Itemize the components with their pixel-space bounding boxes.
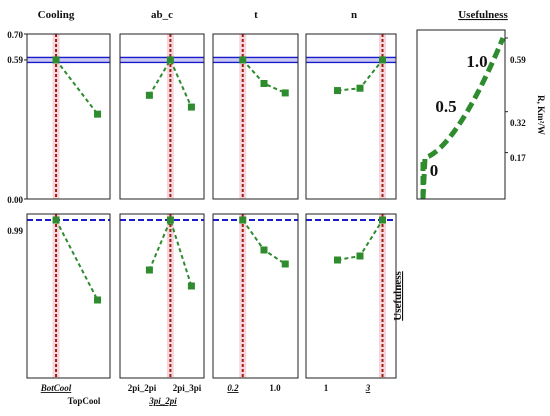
row1-n-marker-2	[356, 84, 364, 92]
row2-t-frame	[212, 213, 299, 379]
factor-title-ab-c: ab_c	[151, 9, 173, 21]
row1-n-optimum-band	[306, 56, 396, 63]
row1-t-frame	[212, 33, 299, 200]
row1-cooling-optimum-band	[27, 56, 110, 63]
usefulness-curve-label-0-5: 0.5	[435, 97, 456, 116]
usefulness-tick-0-32: 0.32	[510, 118, 526, 128]
row1-n-marker-3	[379, 56, 386, 64]
row1-ab-c-optimum-band	[120, 56, 204, 63]
row2-ab-c-marker-2pi-2pi	[145, 266, 153, 274]
factor-panels	[24, 29, 508, 379]
row1-cooling-effect-line	[55, 59, 99, 115]
row1-n-frame	[305, 33, 397, 200]
row2-n-frame	[305, 213, 397, 379]
level-label-botcool: BotCool	[40, 383, 72, 393]
level-label-3pi-2pi: 3pi_2pi	[148, 396, 177, 406]
row2-t-marker-1-0	[281, 260, 289, 268]
level-label-2pi-3pi: 2pi_3pi	[173, 383, 202, 393]
row1-t-optimum-band	[213, 56, 298, 63]
row1-t-marker-1-0	[281, 89, 289, 97]
row2-ab-c-effect-line	[148, 217, 193, 287]
y-tick-row1-top: 0.70	[7, 30, 23, 40]
row2-t-marker-0-2	[239, 216, 247, 224]
level-label-t-1-0: 1.0	[269, 383, 281, 393]
row1-cooling-marker-topcool	[94, 110, 102, 118]
row2-ab-c-marker-3pi-2pi	[166, 216, 174, 224]
level-label-topcool: TopCool	[68, 396, 101, 406]
row2-cooling-frame	[26, 213, 111, 379]
usefulness-tick-0-59: 0.59	[510, 55, 526, 65]
row2-n-marker-3	[379, 216, 386, 224]
usefulness-row-label: Usefulness	[392, 271, 404, 321]
row2-t-marker-0-6	[260, 246, 268, 254]
row2-cooling-marker-topcool	[94, 296, 102, 304]
row2-ab-c-marker-2pi-3pi	[187, 282, 195, 290]
row1-t-marker-0-2	[239, 56, 247, 64]
level-label-n-3: 3	[365, 383, 371, 393]
row2-cooling-marker-botcool	[52, 216, 60, 224]
row1-cooling-frame	[26, 33, 111, 200]
row2-t-effect-line	[241, 219, 286, 265]
row2-n-marker-2	[356, 252, 364, 260]
factor-title-cooling: Cooling	[38, 9, 75, 21]
row1-t-marker-0-6	[260, 80, 268, 87]
usefulness-axis-label: R, Km²/W	[536, 95, 546, 135]
level-label-n-1: 1	[324, 383, 329, 393]
y-tick-row2-optimum: 0.99	[7, 226, 23, 236]
usefulness-tick-0-17: 0.17	[510, 153, 526, 163]
row1-cooling-marker-botcool	[52, 56, 60, 64]
row2-n-marker-1	[334, 256, 341, 264]
usefulness-function-title: Usefulness	[458, 9, 508, 21]
usefulness-curve	[420, 37, 506, 200]
y-tick-row1-bottom: 0.00	[7, 195, 23, 205]
row1-t-effect-line	[242, 59, 286, 94]
row2-cooling-effect-line	[55, 219, 99, 301]
row2-ab-c-frame	[119, 213, 205, 379]
usefulness-frame	[416, 29, 506, 200]
row1-ab-c-marker-2pi-3pi	[187, 103, 195, 111]
factor-title-n: n	[351, 9, 357, 21]
row1-n-marker-1	[334, 87, 341, 95]
row1-ab-c-marker-2pi-2pi	[145, 91, 153, 99]
chart-labels: 0.70 0.59 0.00 0.99 Cooling ab_c t n Bot…	[7, 9, 546, 406]
factor-title-t: t	[254, 9, 258, 21]
row1-ab-c-marker-3pi-2pi	[166, 56, 174, 64]
level-label-2pi-2pi: 2pi_2pi	[128, 383, 157, 393]
usefulness-curve-label-0: 0	[430, 161, 439, 180]
usefulness-curve-label-1-0: 1.0	[466, 52, 487, 71]
y-tick-row1-optimum: 0.59	[7, 55, 23, 65]
level-label-t-0-2: 0.2	[227, 383, 239, 393]
row1-ab-c-frame	[119, 33, 205, 200]
